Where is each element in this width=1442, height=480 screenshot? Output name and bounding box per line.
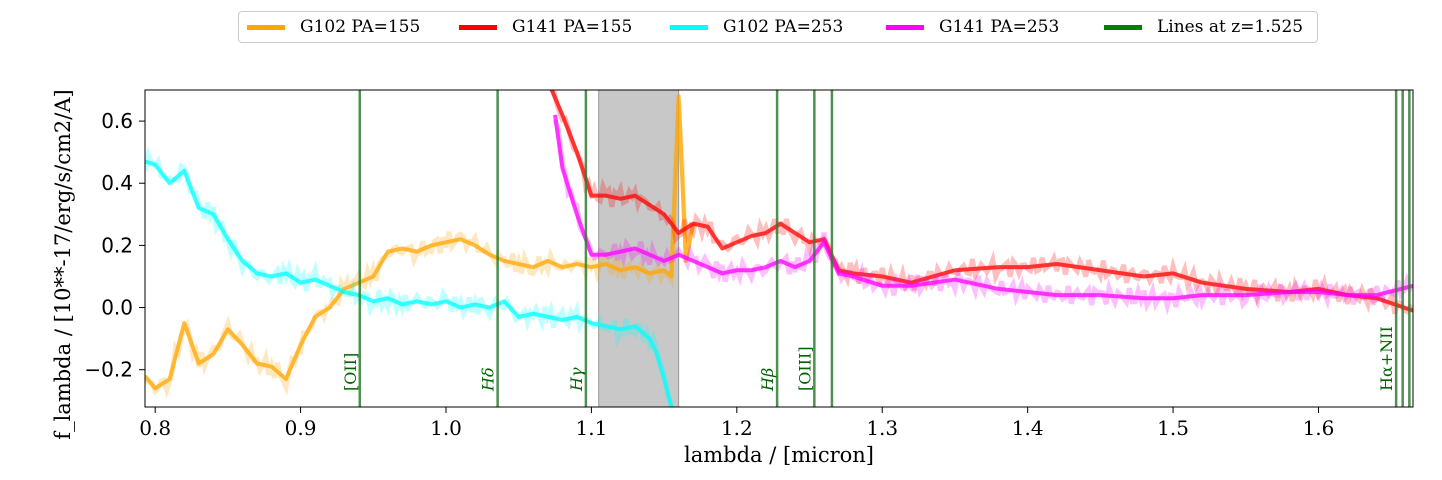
x-tick-label: 1.2 xyxy=(721,416,753,440)
legend-swatch-lines xyxy=(1104,24,1142,30)
legend-swatch-g141-pa253 xyxy=(886,24,924,30)
x-tick-label: 1.4 xyxy=(1012,416,1044,440)
legend-swatch-g141-pa155 xyxy=(459,24,497,30)
y-axis: −0.2 0.0 0.2 0.4 0.6 xyxy=(84,109,145,382)
emission-line-label: Hα+NII xyxy=(1377,326,1396,391)
emission-lines-layer: [OII] Hδ Hγ Hβ [OIII] Hα+NII xyxy=(341,90,1411,407)
legend-item-g102-pa253: G102 PA=253 xyxy=(670,12,843,42)
x-tick-label: 0.8 xyxy=(139,416,171,440)
x-tick-label: 1.3 xyxy=(866,416,898,440)
legend-item-g141-pa155: G141 PA=155 xyxy=(459,12,632,42)
legend-item-lines: Lines at z=1.525 xyxy=(1104,12,1303,42)
x-tick-label: 1.5 xyxy=(1157,416,1189,440)
series-line-g102-pa-253 xyxy=(145,159,674,407)
emission-line-label: [OIII] xyxy=(795,346,814,391)
legend-label-g141-pa253: G141 PA=253 xyxy=(939,17,1060,37)
legend: G102 PA=155 G141 PA=155 G102 PA=253 G141… xyxy=(238,11,1318,43)
legend-swatch-g102-pa253 xyxy=(670,24,708,30)
y-tick-label: −0.2 xyxy=(84,358,133,382)
y-tick-label: 0.4 xyxy=(101,171,133,195)
legend-label-g102-pa253: G102 PA=253 xyxy=(723,17,844,37)
y-axis-label: f_lambda / [10**-17/erg/s/cm2/A] xyxy=(51,89,75,439)
emission-line-label: [OII] xyxy=(341,353,360,391)
series-line-g141-pa-253 xyxy=(553,114,1413,301)
series-line-g102-pa-155 xyxy=(145,94,696,391)
emission-line-label: Hγ xyxy=(567,367,586,392)
series-line-g141-pa-155 xyxy=(549,90,1413,313)
x-tick-label: 0.9 xyxy=(285,416,317,440)
legend-item-g102-pa155: G102 PA=155 xyxy=(247,12,420,42)
legend-label-lines: Lines at z=1.525 xyxy=(1157,17,1304,37)
x-axis-label: lambda / [micron] xyxy=(684,443,874,467)
x-tick-label: 1.0 xyxy=(430,416,462,440)
x-tick-label: 1.1 xyxy=(576,416,608,440)
y-tick-label: 0.0 xyxy=(101,296,133,320)
emission-line-label: Hδ xyxy=(479,367,498,392)
y-tick-label: 0.2 xyxy=(101,233,133,257)
series-layer xyxy=(145,90,1413,407)
legend-label-g141-pa155: G141 PA=155 xyxy=(512,17,633,37)
series-noise-g141-pa-253 xyxy=(552,118,1413,316)
plot-frame xyxy=(144,89,1414,408)
legend-swatch-g102-pa155 xyxy=(247,24,285,30)
emission-line-label: Hβ xyxy=(758,368,777,392)
x-tick-label: 1.6 xyxy=(1303,416,1335,440)
legend-label-g102-pa155: G102 PA=155 xyxy=(300,17,421,37)
legend-item-g141-pa253: G141 PA=253 xyxy=(886,12,1059,42)
y-tick-label: 0.6 xyxy=(101,109,133,133)
x-axis: 0.8 0.9 1.0 1.1 1.2 1.3 1.4 1.5 1.6 xyxy=(139,407,1334,440)
